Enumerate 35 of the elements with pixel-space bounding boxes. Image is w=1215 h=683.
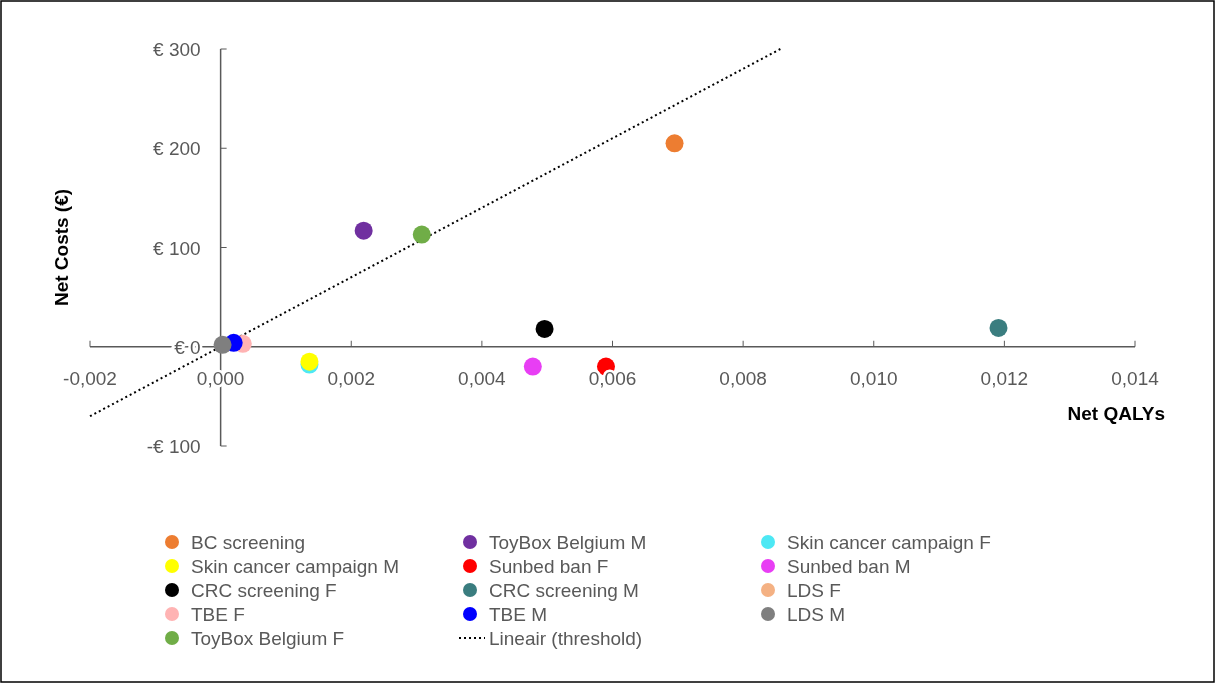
point: [412, 225, 431, 244]
y-tick-label: € 300: [153, 39, 201, 60]
point: [213, 335, 232, 354]
legend-label: ToyBox Belgium M: [489, 532, 647, 553]
legend-label: BC screening: [191, 532, 306, 553]
x-tick-label: 0,010: [849, 367, 898, 389]
point: [535, 319, 554, 338]
legend-label: TBE F: [191, 604, 245, 625]
legend-label: CRC screening M: [489, 580, 639, 601]
legend-label: ToyBox Belgium F: [191, 628, 345, 649]
x-tick-label: 0,008: [719, 367, 767, 389]
x-tick-label: 0,006: [588, 367, 637, 389]
point: [989, 318, 1008, 337]
legend-label: TBE M: [489, 604, 548, 625]
x-tick-label: 0,004: [458, 367, 507, 389]
x-tick-label: 0,002: [327, 367, 376, 389]
legend-label: Sunbed ban M: [787, 556, 911, 577]
x-tick-label: 0,012: [980, 367, 1029, 389]
x-axis-title: Net QALYs: [1067, 403, 1165, 424]
y-tick-label: -€ 100: [146, 436, 201, 457]
legend-label: Skin cancer campaign M: [191, 556, 400, 577]
legend-label: Sunbed ban F: [489, 556, 609, 577]
x-tick-label: 0,014: [1111, 367, 1160, 389]
point: [354, 221, 373, 240]
legend-label: CRC screening F: [191, 580, 337, 601]
y-tick-label: € 100: [153, 237, 201, 259]
legend-label: LDS F: [787, 580, 841, 601]
legend-label: Skin cancer campaign F: [787, 532, 991, 553]
x-tick-label: -0,002: [63, 367, 117, 389]
y-tick-label: € 200: [153, 138, 201, 160]
point: [665, 134, 684, 153]
point: [523, 357, 542, 376]
y-axis-title: Net Costs (€): [51, 188, 72, 307]
legend-label: LDS M: [787, 604, 846, 625]
legend-label: Lineair (threshold): [489, 628, 643, 649]
